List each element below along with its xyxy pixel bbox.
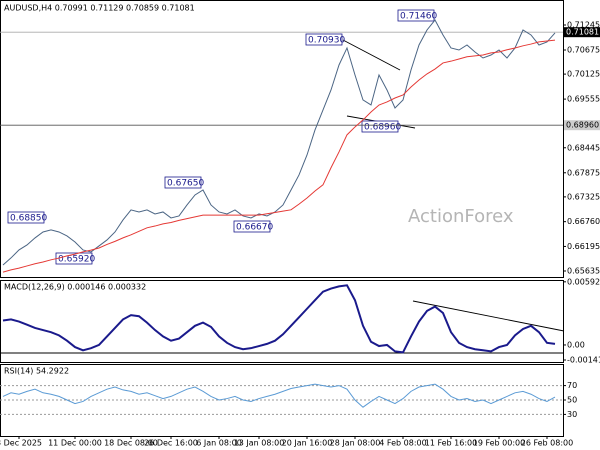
level-label: 0.68960	[566, 121, 599, 130]
y-tick-label: 0.70675	[567, 45, 600, 54]
y-tick-label: -0.001412	[567, 355, 600, 364]
y-tick-label: 0.67875	[567, 168, 600, 177]
watermark: ActionForex	[408, 206, 514, 227]
annotation-box	[233, 220, 271, 233]
trend-line	[412, 300, 565, 332]
macd-line	[2, 284, 556, 354]
level-label: 0.71081	[566, 28, 599, 37]
annotation-box	[361, 120, 399, 133]
price-panel	[0, 0, 564, 278]
y-tick-label: 0.68445	[567, 143, 600, 152]
x-tick-label: 28 Jan 08:00	[330, 439, 381, 448]
y-tick-label: 0.66195	[567, 242, 600, 251]
annotation-box	[397, 9, 435, 22]
macd-title: MACD(12,26,9) 0.000146 0.000332	[4, 283, 146, 292]
series-line	[2, 19, 556, 266]
x-tick-label: 26 Feb 08:00	[521, 439, 573, 448]
x-tick-label: 19 Feb 00:00	[473, 439, 525, 448]
y-tick-label: 70	[567, 381, 577, 390]
x-tick-label: 26 Dec 16:00	[144, 439, 198, 448]
chart-title: AUDUSD,H4 0.70991 0.71129 0.70859 0.7108…	[4, 4, 195, 13]
x-tick-label: 18 Dec 08:00	[104, 439, 158, 448]
series-line	[2, 383, 556, 408]
x-tick-label: 11 Dec 00:00	[48, 439, 102, 448]
trend-line	[342, 39, 401, 71]
y-tick-label: 0.71245	[567, 20, 600, 29]
rsi-title: RSI(14) 54.2922	[4, 367, 69, 376]
annotations: 0.68850 0.65920 0.67650 0.66670 0.70930 …	[7, 9, 437, 265]
y-tick-label: 0.005929	[567, 277, 600, 286]
y-tick-label: 0.67325	[567, 192, 600, 201]
annotation-box	[305, 33, 343, 46]
y-tick-label: 0.66760	[567, 217, 600, 226]
y-tick-label: 30	[567, 410, 577, 419]
y-tick-label: 50	[567, 396, 577, 405]
annotation-box	[7, 211, 45, 224]
y-tick-label: 0.69555	[567, 95, 600, 104]
x-tick-label: 20 Jan 16:00	[282, 439, 333, 448]
x-tick-label: 11 Feb 16:00	[425, 439, 477, 448]
y-tick-label: 0.00	[567, 340, 585, 349]
x-tick-label: 4 Feb 08:00	[379, 439, 426, 448]
annotation: 0.65920	[58, 255, 95, 265]
annotation: 0.68850	[10, 214, 47, 224]
x-tick-label: 13 Jan 08:00	[234, 439, 285, 448]
annotation: 0.68960	[364, 123, 401, 133]
annotation: 0.66670	[236, 223, 273, 233]
x-tick-label: 3 Dec 2025	[0, 439, 42, 448]
level-label-bg	[564, 27, 600, 38]
x-tick-label: 6 Jan 08:00	[196, 439, 242, 448]
annotation: 0.71460	[400, 12, 437, 22]
macd-panel	[0, 280, 564, 363]
y-tick-label: 0.65635	[567, 266, 600, 275]
annotation: 0.70930	[308, 36, 345, 46]
series-line	[2, 39, 556, 273]
y-tick-label: 0.70125	[567, 70, 600, 79]
annotation: 0.67650	[167, 179, 204, 189]
level-label-bg	[564, 120, 600, 131]
annotation-box	[164, 176, 202, 189]
